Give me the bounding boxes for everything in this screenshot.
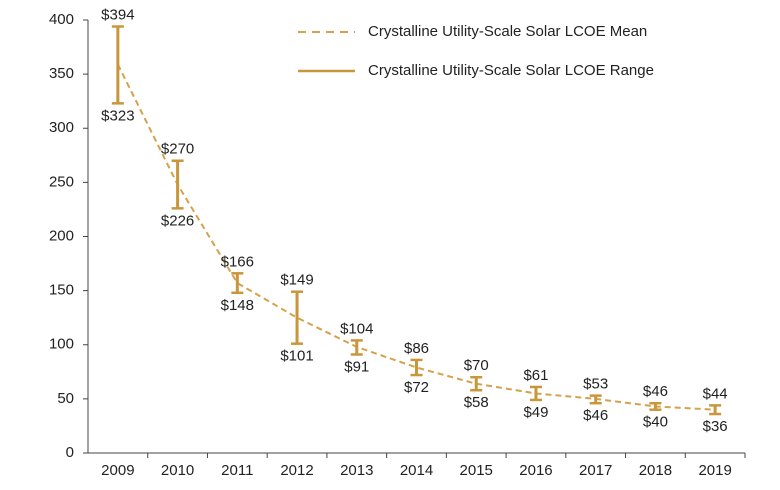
y-tick-label: 50: [57, 390, 74, 407]
low-label: $148: [221, 297, 254, 314]
y-tick-label: 350: [49, 65, 74, 82]
y-tick-label: 200: [49, 227, 74, 244]
y-tick-label: 0: [66, 444, 74, 461]
legend-label: Crystalline Utility-Scale Solar LCOE Mea…: [368, 23, 647, 40]
low-label: $72: [404, 379, 429, 396]
x-tick-label: 2014: [400, 462, 433, 479]
legend-label: Crystalline Utility-Scale Solar LCOE Ran…: [368, 62, 654, 79]
y-tick-label: 100: [49, 336, 74, 353]
y-tick-label: 250: [49, 173, 74, 190]
low-label: $49: [523, 404, 548, 421]
x-tick-label: 2019: [698, 462, 731, 479]
y-tick-label: 400: [49, 11, 74, 28]
low-label: $226: [161, 212, 194, 229]
low-label: $58: [464, 394, 489, 411]
x-tick-label: 2009: [101, 462, 134, 479]
high-label: $166: [221, 253, 254, 270]
y-tick-label: 300: [49, 119, 74, 136]
high-label: $61: [523, 367, 548, 384]
high-label: $53: [583, 376, 608, 393]
high-label: $44: [703, 385, 728, 402]
high-label: $86: [404, 340, 429, 357]
high-label: $46: [643, 383, 668, 400]
low-label: $91: [344, 358, 369, 375]
high-label: $394: [101, 6, 134, 23]
high-label: $104: [340, 320, 373, 337]
x-tick-label: 2017: [579, 462, 612, 479]
x-tick-label: 2010: [161, 462, 194, 479]
x-tick-label: 2011: [221, 462, 253, 479]
mean-line: [116, 63, 716, 411]
low-label: $323: [101, 107, 134, 124]
x-tick-label: 2013: [340, 462, 373, 479]
x-tick-label: 2016: [519, 462, 552, 479]
low-label: $40: [643, 414, 668, 431]
low-label: $36: [703, 418, 728, 435]
low-label: $101: [280, 348, 313, 365]
high-label: $270: [161, 141, 194, 158]
low-label: $46: [583, 407, 608, 424]
high-label: $70: [464, 357, 489, 374]
x-tick-label: 2012: [280, 462, 313, 479]
high-label: $149: [280, 272, 313, 289]
y-tick-label: 150: [49, 282, 74, 299]
x-tick-label: 2015: [460, 462, 493, 479]
x-tick-label: 2018: [639, 462, 672, 479]
